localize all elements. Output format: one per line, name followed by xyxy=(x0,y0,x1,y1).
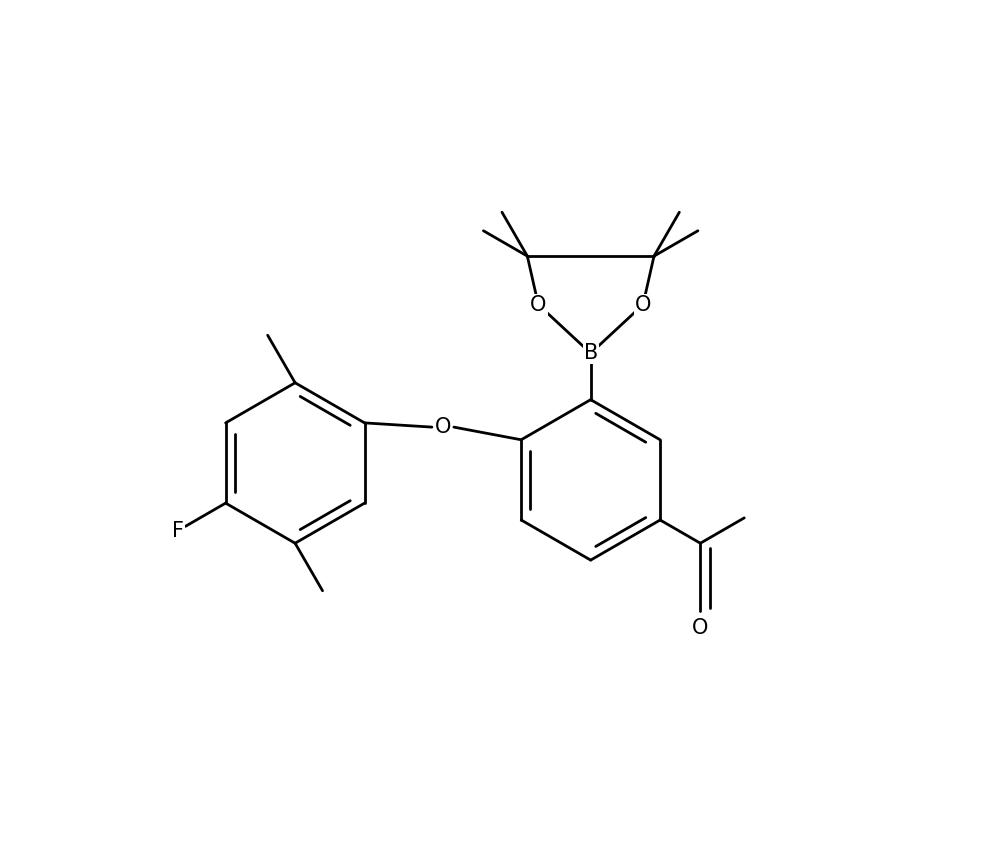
Text: O: O xyxy=(434,417,450,437)
Text: O: O xyxy=(530,295,546,314)
Text: O: O xyxy=(691,618,708,638)
Text: O: O xyxy=(634,295,651,314)
Text: F: F xyxy=(172,520,184,541)
Text: B: B xyxy=(583,343,597,363)
